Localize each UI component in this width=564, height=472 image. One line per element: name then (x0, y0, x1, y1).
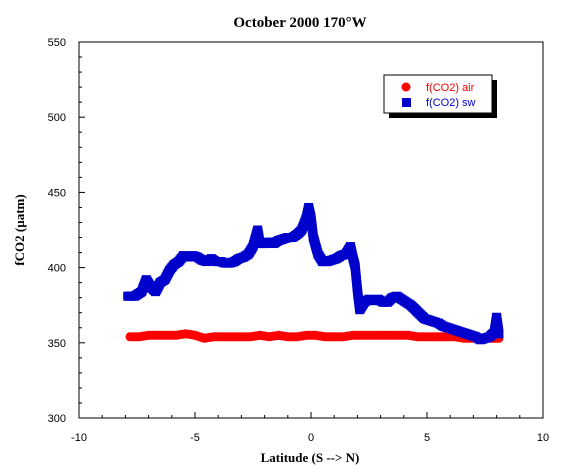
y-tick-label: 550 (48, 37, 66, 49)
sw-point (494, 329, 504, 339)
legend-label-air: f(CO2) air (426, 82, 475, 94)
x-tick-label: -10 (71, 432, 87, 444)
x-tick-label: 10 (537, 432, 549, 444)
y-tick-label: 450 (48, 187, 66, 199)
x-axis: -10 -5 0 5 10 (71, 412, 549, 444)
legend-label-sw: f(CO2) sw (426, 97, 476, 109)
x-axis-label: Latitude (S --> N) (261, 450, 360, 465)
y-tick-label: 300 (48, 413, 66, 425)
y-axis: 300 350 400 450 500 550 (48, 37, 85, 425)
series-air (125, 329, 504, 343)
legend-marker-sw (402, 98, 411, 107)
y-axis-label: fCO2 (µatm) (12, 194, 27, 265)
x-tick-label: 5 (424, 432, 430, 444)
chart-title: October 2000 170°W (233, 15, 366, 31)
y-tick-label: 500 (48, 112, 66, 124)
x-tick-label: -5 (190, 432, 200, 444)
legend: f(CO2) air f(CO2) sw (383, 74, 497, 118)
y-tick-label: 350 (48, 338, 66, 350)
legend-marker-air (401, 82, 411, 92)
series-layer (123, 202, 504, 345)
y-tick-label: 400 (48, 263, 66, 275)
x-tick-label: 0 (308, 432, 314, 444)
series-sw (123, 202, 504, 345)
